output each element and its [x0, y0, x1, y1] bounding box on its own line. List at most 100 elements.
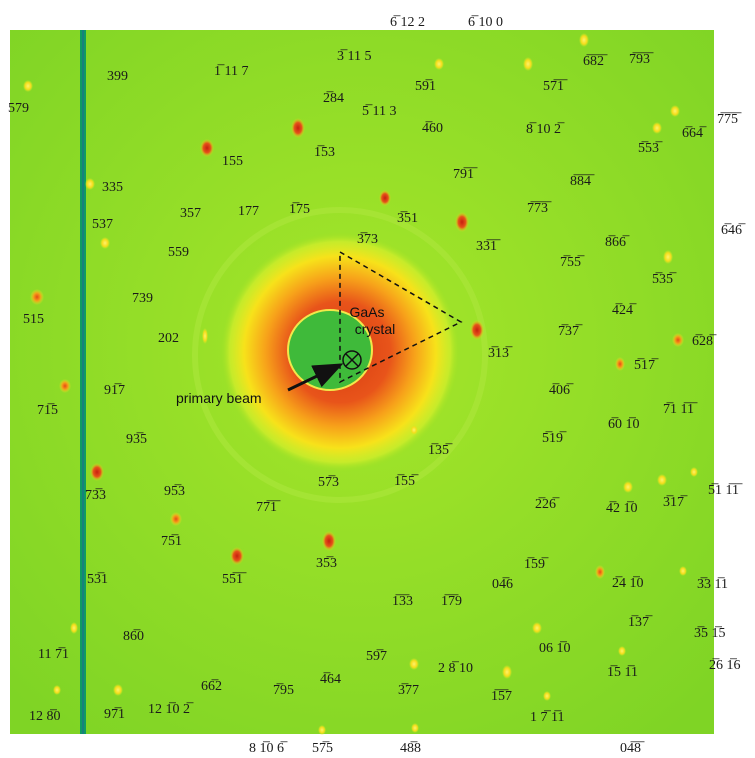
miller-index-label: 515 — [23, 312, 44, 327]
miller-index-label: 1̅55̅ — [394, 474, 419, 489]
miller-index-label: 5̅19̅ — [542, 431, 567, 446]
miller-index-label: 77̅1̅ — [256, 500, 281, 515]
spot — [579, 33, 589, 47]
miller-index-label: 8̅66̅ — [605, 235, 630, 250]
miller-index-label: 7̅37̅ — [558, 324, 583, 339]
miller-index-label: 1̅37̅ — [628, 615, 653, 630]
miller-index-label: 8̅8̅4̅ — [570, 174, 595, 189]
miller-index-label: 7̅9̅3̅ — [629, 52, 654, 67]
miller-index-label: 4̅60 — [422, 121, 443, 136]
miller-index-label: 4̅64 — [320, 672, 341, 687]
miller-index-label: 3̅13̅ — [488, 346, 513, 361]
miller-index-label: 1̅5̅7 — [491, 689, 512, 704]
miller-index-label: 7̅1 1̅1̅ — [663, 402, 698, 417]
miller-index-label: 6̅46̅ — [721, 223, 746, 238]
miller-index-label: 1̅7̅9 — [441, 594, 462, 609]
stripe-edge — [82, 30, 84, 734]
miller-index-label: 55̅1̅ — [222, 572, 247, 587]
spot — [663, 250, 673, 264]
miller-index-label: 57̅5 — [312, 741, 333, 756]
miller-index-label: 399 — [107, 69, 128, 84]
miller-index-label: 155 — [222, 154, 243, 169]
spot — [100, 237, 110, 249]
miller-index-label: 6̅ 12 2 — [390, 15, 425, 30]
miller-index-label: 3̅51 — [397, 211, 418, 226]
miller-index-label: 357 — [180, 206, 201, 221]
miller-index-label: 5̅53̅ — [638, 141, 663, 156]
miller-index-label: 35̅3 — [316, 556, 337, 571]
miller-index-label: 8 1̅0 6̅ — [249, 741, 288, 756]
spot — [200, 139, 214, 157]
miller-index-label: 91̅7 — [104, 383, 125, 398]
miller-index-label: 3̅5 1̅5 — [694, 626, 726, 641]
miller-index-label: 97̅1 — [104, 707, 125, 722]
miller-index-label: 335 — [102, 180, 123, 195]
spot — [410, 425, 418, 435]
miller-index-label: 3̅17̅ — [663, 495, 688, 510]
spot — [690, 467, 698, 477]
miller-index-label: 1̅35̅ — [428, 443, 453, 458]
miller-index-label: 6̅64̅ — [682, 126, 707, 141]
gaas-crystal-triangle — [339, 250, 463, 384]
miller-index-label: 6̅8̅2̅ — [583, 54, 608, 69]
spot — [85, 178, 95, 190]
spot — [532, 622, 542, 634]
miller-index-label: 202 — [158, 331, 179, 346]
miller-index-label: 1̅3̅3 — [392, 594, 413, 609]
spot — [652, 122, 662, 134]
spot — [53, 685, 61, 695]
miller-index-label: 4̅06̅ — [549, 383, 574, 398]
miller-index-label: 3̅ 11 5 — [337, 49, 371, 64]
spot — [502, 665, 512, 679]
miller-index-label: 5̅17̅ — [634, 358, 659, 373]
spot — [543, 691, 551, 701]
miller-index-label: 73̅3 — [85, 488, 106, 503]
miller-index-label: 2̅6 1̅6 — [709, 658, 741, 673]
miller-index-label: 1 7̅ 1̅1 — [530, 710, 564, 725]
miller-index-label: 7̅55̅ — [560, 255, 585, 270]
miller-index-label: 7̅95 — [273, 683, 294, 698]
miller-index-label: 6̅28̅ — [692, 334, 717, 349]
miller-index-label: 48̅8 — [400, 741, 421, 756]
diffraction-spots — [23, 33, 698, 735]
miller-index-label: 59̅7 — [366, 649, 387, 664]
miller-index-label: 33̅1̅ — [476, 239, 501, 254]
miller-index-label: 2̅4 1̅0 — [612, 576, 644, 591]
miller-index-label: 8̅ 10 2̅ — [526, 122, 565, 137]
miller-index-label: 177 — [238, 204, 259, 219]
miller-index-label: 6̅ 10 0 — [468, 15, 503, 30]
spot — [322, 531, 336, 551]
miller-index-label: 93̅5 — [126, 432, 147, 447]
spot — [618, 646, 626, 656]
miller-index-label: 3̅3 1̅1 — [697, 577, 728, 592]
miller-index-label: 12 8̅0 — [29, 709, 61, 724]
miller-index-label: 04̅6 — [492, 577, 513, 592]
spot — [672, 333, 684, 347]
miller-index-label: 95̅3 — [164, 484, 185, 499]
spot — [595, 565, 605, 579]
spot — [202, 328, 208, 344]
spot — [70, 622, 78, 634]
crystal-label-line1: GaAs — [349, 304, 384, 320]
spot — [23, 80, 33, 92]
miller-index-labels: 6̅ 12 2 6̅ 10 0 399 1̅ 11 7 3̅ 11 5 59̅1… — [8, 15, 746, 756]
miller-index-label: 11 7̅1 — [38, 647, 69, 662]
miller-index-label: 2̅26̅ — [535, 497, 560, 512]
miller-index-label: 57̅3 — [318, 475, 339, 490]
miller-index-label: 1̅59̅ — [524, 557, 549, 572]
miller-index-label: 12 1̅0 2̅ — [148, 702, 194, 717]
spot — [679, 566, 687, 576]
miller-index-label: 5̅35̅ — [652, 272, 677, 287]
spot — [657, 474, 667, 486]
miller-index-label: 1̅53 — [314, 145, 335, 160]
miller-index-label: 1̅5 1̅1 — [607, 665, 638, 680]
miller-index-label: 1̅ 11 7 — [214, 64, 248, 79]
spot — [291, 118, 305, 138]
miller-index-label: 53̅1 — [87, 572, 108, 587]
miller-index-label: 57̅1̅ — [543, 79, 568, 94]
miller-index-label: 06 1̅0 — [539, 641, 571, 656]
miller-index-label: 5̅1 1̅1̅ — [708, 483, 743, 498]
miller-index-label: 6̅0 1̅0 — [608, 417, 640, 432]
miller-index-label: 2̅84 — [323, 91, 344, 106]
